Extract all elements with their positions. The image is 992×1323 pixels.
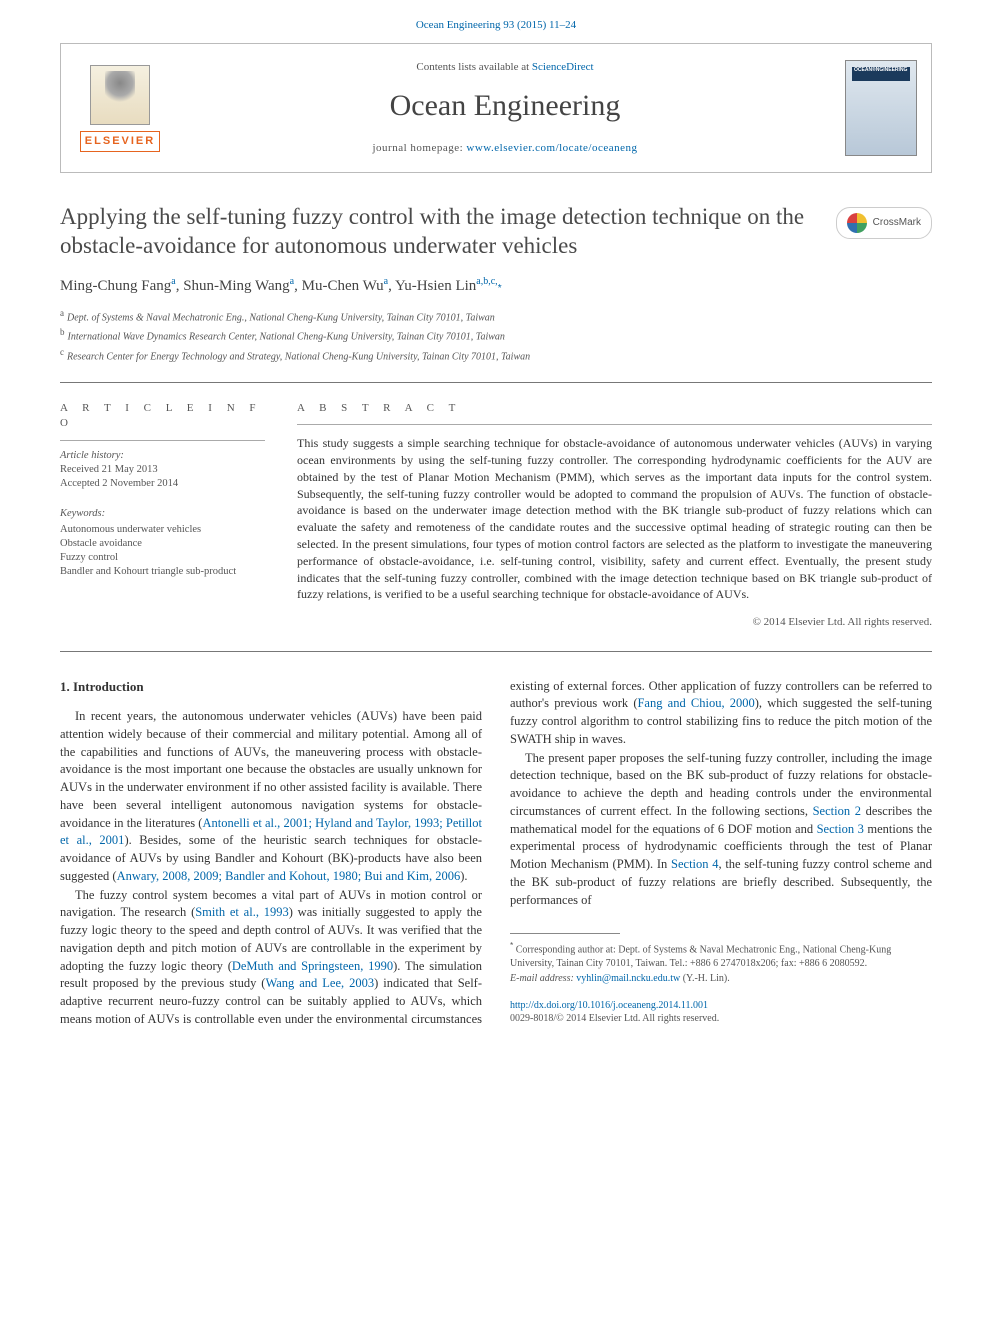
- crossmark-icon: [847, 213, 867, 233]
- body-text: ) was initially: [289, 905, 366, 919]
- running-head-citation: Ocean Engineering 93 (2015) 11–24: [0, 0, 992, 43]
- paragraph: The present paper proposes the self-tuni…: [510, 750, 932, 910]
- elsevier-logo: ELSEVIER: [75, 58, 165, 158]
- keywords-label: Keywords:: [60, 507, 265, 522]
- footnotes: * Corresponding author at: Dept. of Syst…: [510, 933, 932, 984]
- author-line: Ming-Chung Fanga, Shun-Ming Wanga, Mu-Ch…: [60, 275, 932, 297]
- affiliations: aDept. of Systems & Naval Mechatronic En…: [60, 307, 932, 364]
- affiliation-text: International Wave Dynamics Research Cen…: [68, 332, 505, 343]
- email-link[interactable]: vyhlin@mail.ncku.edu.tw: [576, 973, 680, 984]
- divider: [60, 651, 932, 652]
- section-link[interactable]: Section 2: [813, 804, 861, 818]
- affiliation-text: Dept. of Systems & Naval Mechatronic Eng…: [67, 312, 495, 323]
- abstract-heading: A B S T R A C T: [297, 401, 932, 416]
- article-history: Article history: Received 21 May 2013 Ac…: [60, 449, 265, 492]
- article-title: Applying the self-tuning fuzzy control w…: [60, 203, 816, 261]
- author-aff: a,b,c,: [476, 276, 497, 287]
- citation-link[interactable]: DeMuth and Springsteen, 1990: [232, 959, 393, 973]
- email-label: E-mail address:: [510, 973, 576, 984]
- body-text: In recent years, the autonomous underwat…: [60, 709, 482, 830]
- received-date: Received 21 May 2013: [60, 463, 265, 477]
- citation-link[interactable]: Wang and Lee, 2003: [265, 976, 374, 990]
- author: Mu-Chen Wu: [302, 278, 384, 294]
- contents-lists-line: Contents lists available at ScienceDirec…: [165, 60, 845, 75]
- contents-prefix: Contents lists available at: [416, 61, 531, 73]
- abstract-text: This study suggests a simple searching t…: [297, 435, 932, 603]
- author-aff: a: [290, 276, 294, 287]
- keywords-list: Autonomous underwater vehicles Obstacle …: [60, 523, 265, 580]
- author: Ming-Chung Fang: [60, 278, 171, 294]
- affiliation-sup: c: [60, 347, 64, 357]
- doi-block: http://dx.doi.org/10.1016/j.oceaneng.201…: [510, 999, 932, 1025]
- abstract-column: A B S T R A C T This study suggests a si…: [297, 401, 932, 631]
- citation-link[interactable]: Smith et al., 1993: [195, 905, 289, 919]
- corresponding-author-marker: *: [498, 283, 502, 294]
- affiliation-text: Research Center for Energy Technology an…: [67, 351, 530, 362]
- article-info-column: A R T I C L E I N F O Article history: R…: [60, 401, 265, 631]
- citation-link[interactable]: Anwary, 2008, 2009; Bandler and Kohout, …: [117, 869, 461, 883]
- section-link[interactable]: Section 3: [817, 822, 864, 836]
- article-body: 1. Introduction In recent years, the aut…: [60, 678, 932, 1029]
- journal-header: ELSEVIER Contents lists available at Sci…: [60, 43, 932, 173]
- homepage-prefix: journal homepage:: [373, 142, 467, 154]
- corresponding-footnote: * Corresponding author at: Dept. of Syst…: [510, 940, 932, 969]
- keyword: Bandler and Kohourt triangle sub-product: [60, 565, 265, 579]
- citation-link[interactable]: Fang and Chiou, 2000: [637, 696, 754, 710]
- author: Shun-Ming Wang: [183, 278, 289, 294]
- journal-cover-thumbnail: [845, 60, 917, 156]
- affiliation: cResearch Center for Energy Technology a…: [60, 346, 932, 364]
- paragraph: In recent years, the autonomous underwat…: [60, 708, 482, 886]
- author: Yu-Hsien Lin: [395, 278, 476, 294]
- journal-homepage-line: journal homepage: www.elsevier.com/locat…: [165, 141, 845, 156]
- author-aff: a: [384, 276, 388, 287]
- history-label: Article history:: [60, 449, 265, 463]
- affiliation: bInternational Wave Dynamics Research Ce…: [60, 326, 932, 344]
- journal-homepage-link[interactable]: www.elsevier.com/locate/oceaneng: [466, 142, 637, 154]
- accepted-date: Accepted 2 November 2014: [60, 477, 265, 491]
- keyword: Fuzzy control: [60, 551, 265, 565]
- affiliation-sup: a: [60, 308, 64, 318]
- author-aff: a: [171, 276, 175, 287]
- article-info-heading: A R T I C L E I N F O: [60, 401, 265, 432]
- keyword: Obstacle avoidance: [60, 537, 265, 551]
- section-heading: 1. Introduction: [60, 678, 482, 696]
- elsevier-wordmark: ELSEVIER: [80, 131, 160, 152]
- crossmark-label: CrossMark: [873, 216, 921, 230]
- issn-copyright: 0029-8018/© 2014 Elsevier Ltd. All right…: [510, 1013, 719, 1024]
- affiliation: aDept. of Systems & Naval Mechatronic En…: [60, 307, 932, 325]
- sciencedirect-link[interactable]: ScienceDirect: [532, 61, 594, 73]
- affiliation-sup: b: [60, 327, 65, 337]
- body-text: ).: [460, 869, 467, 883]
- abstract-copyright: © 2014 Elsevier Ltd. All rights reserved…: [297, 615, 932, 630]
- elsevier-tree-icon: [90, 65, 150, 125]
- keyword: Autonomous underwater vehicles: [60, 523, 265, 537]
- journal-name: Ocean Engineering: [165, 85, 845, 127]
- doi-link[interactable]: http://dx.doi.org/10.1016/j.oceaneng.201…: [510, 1000, 708, 1011]
- crossmark-badge[interactable]: CrossMark: [836, 207, 932, 239]
- section-link[interactable]: Section 4: [671, 857, 718, 871]
- email-attribution: (Y.-H. Lin).: [680, 973, 730, 984]
- email-footnote: E-mail address: vyhlin@mail.ncku.edu.tw …: [510, 972, 932, 985]
- footnote-text: Corresponding author at: Dept. of System…: [510, 945, 891, 969]
